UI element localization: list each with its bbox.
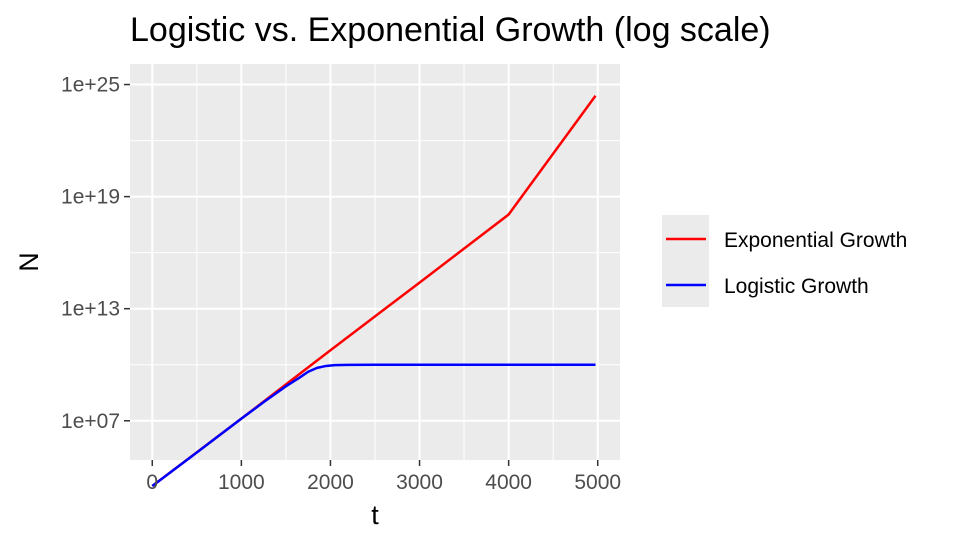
major-grid (130, 64, 620, 460)
y-axis-ticks: 1e+07 1e+13 1e+19 1e+25 (61, 74, 130, 433)
legend: Exponential Growth Logistic Growth (662, 215, 907, 307)
legend-background (662, 215, 709, 307)
x-tick-label: 1000 (218, 471, 265, 494)
y-tick-label: 1e+25 (61, 74, 120, 97)
series-layer (151, 95, 597, 488)
x-axis-title: t (371, 500, 379, 530)
legend-label-logistic: Logistic Growth (724, 275, 869, 298)
x-tick-label: 4000 (485, 471, 532, 494)
y-tick-label: 1e+19 (61, 186, 120, 209)
series-line-logistic (151, 363, 596, 488)
chart-title: Logistic vs. Exponential Growth (log sca… (130, 11, 771, 49)
x-tick-label: 2000 (307, 471, 354, 494)
x-tick-label: 5000 (574, 471, 621, 494)
y-tick-label: 1e+07 (61, 410, 120, 433)
legend-label-exponential: Exponential Growth (724, 229, 907, 252)
y-tick-label: 1e+13 (61, 298, 120, 321)
y-axis-title: N (14, 252, 44, 272)
x-tick-label: 3000 (396, 471, 443, 494)
x-axis-ticks: 0 1000 2000 3000 4000 5000 (146, 460, 621, 494)
x-tick-label: 0 (146, 471, 158, 494)
